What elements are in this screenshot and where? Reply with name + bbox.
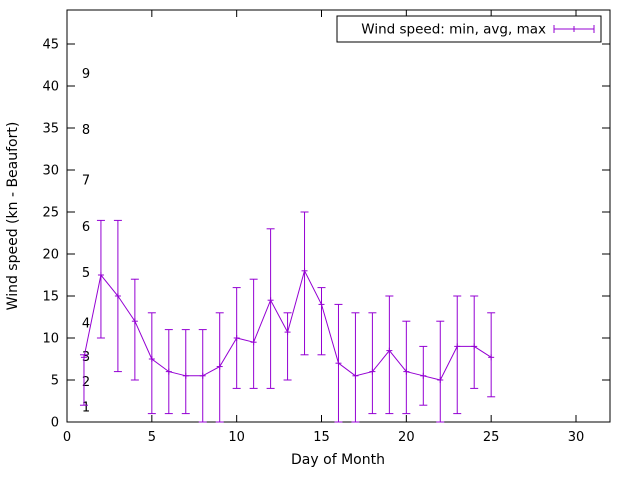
beaufort-label: 4 <box>82 316 90 331</box>
x-axis-label: Day of Month <box>291 452 385 468</box>
x-tick-label: 0 <box>63 430 71 445</box>
avg-point-markers <box>80 267 495 383</box>
x-axis-ticks: 0 5 10 15 20 25 30 <box>63 10 584 445</box>
beaufort-label: 1 <box>82 400 90 415</box>
legend-label: Wind speed: min, avg, max <box>361 22 546 38</box>
y-tick-label: 35 <box>42 122 59 137</box>
y-tick-label: 0 <box>51 416 59 431</box>
x-tick-label: 10 <box>228 430 245 445</box>
beaufort-label: 8 <box>82 123 90 138</box>
x-tick-label: 5 <box>148 430 156 445</box>
y-tick-label: 25 <box>42 206 59 221</box>
y-axis-label: Wind speed (kn - Beaufort) <box>5 122 21 311</box>
x-tick-label: 30 <box>568 430 585 445</box>
y-tick-label: 30 <box>42 164 59 179</box>
beaufort-label: 7 <box>82 174 90 189</box>
x-tick-label: 15 <box>313 430 330 445</box>
legend-errorbar-sample <box>553 25 595 33</box>
beaufort-label: 6 <box>82 220 90 235</box>
y-tick-label: 5 <box>51 374 59 389</box>
y-tick-label: 45 <box>42 38 59 53</box>
error-bars <box>79 211 496 423</box>
legend: Wind speed: min, avg, max <box>336 15 602 43</box>
beaufort-label: 9 <box>82 67 90 82</box>
y-tick-label: 40 <box>42 80 59 95</box>
y-tick-label: 20 <box>42 248 59 263</box>
x-tick-label: 20 <box>398 430 415 445</box>
y-tick-label: 10 <box>42 332 59 347</box>
x-tick-label: 25 <box>483 430 500 445</box>
beaufort-label: 2 <box>82 375 90 390</box>
beaufort-label: 5 <box>82 266 90 281</box>
y-tick-label: 15 <box>42 290 59 305</box>
